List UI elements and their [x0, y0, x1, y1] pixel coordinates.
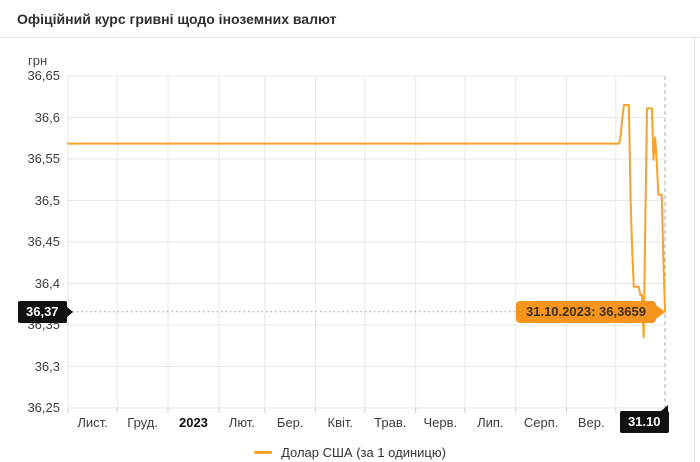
y-axis-value-badge-text: 36,37	[26, 303, 59, 319]
x-axis-date-badge-text: 31.10	[628, 414, 661, 429]
legend[interactable]: Долар США (за 1 одиницю)	[0, 442, 700, 462]
usd-rate-line[interactable]	[67, 104, 666, 339]
legend-label: Долар США (за 1 одиницю)	[281, 444, 446, 460]
x-axis-tick-label: Лист.	[77, 415, 108, 430]
x-axis-tick-label: Трав.	[374, 415, 407, 430]
x-axis-tick-label: Черв.	[423, 415, 458, 430]
y-axis-tick-label: 36,3	[34, 358, 60, 374]
y-axis-tick-label: 36,5	[34, 192, 60, 208]
tooltip-pointer-icon	[656, 304, 665, 319]
rate-tooltip: 31.10.2023: 36,3659	[516, 300, 665, 323]
x-axis-tick-label: Вер.	[577, 415, 605, 430]
x-axis-tick-label: Груд.	[127, 415, 158, 430]
x-axis-date-badge: 31.10	[620, 405, 669, 433]
rate-tooltip-text: 31.10.2023: 36,3659	[526, 303, 646, 319]
y-axis-tick-label: 36,6	[34, 109, 60, 125]
y-badge-pointer-icon	[66, 306, 73, 317]
legend-line-icon	[254, 450, 273, 454]
x-axis-tick-label: Лип.	[477, 415, 504, 430]
y-axis-tick-label: 36,45	[27, 234, 60, 249]
card-right-border	[694, 0, 695, 462]
page-title: Офіційний курс гривні щодо іноземних вал…	[17, 10, 337, 27]
x-axis-tick-label: Бер.	[276, 415, 304, 430]
y-axis-tick-label: 36,65	[27, 68, 60, 83]
y-axis-tick-label: 36,55	[27, 151, 60, 166]
x-badge-pointer-icon	[659, 405, 668, 412]
x-axis-tick-label: 2023	[178, 415, 208, 430]
y-axis-value-badge: 36,37	[18, 300, 73, 323]
x-axis-tick-label: Серп.	[523, 415, 559, 430]
widget-header: Офіційний курс гривні щодо іноземних вал…	[0, 0, 700, 38]
x-axis-tick-label: Лют.	[228, 415, 255, 430]
y-axis-tick-label: 36,4	[34, 275, 60, 291]
x-axis-tick-label: Квіт.	[327, 415, 354, 430]
y-axis-unit-label: грн	[28, 53, 48, 68]
y-axis-tick-label: 36,25	[27, 400, 60, 415]
